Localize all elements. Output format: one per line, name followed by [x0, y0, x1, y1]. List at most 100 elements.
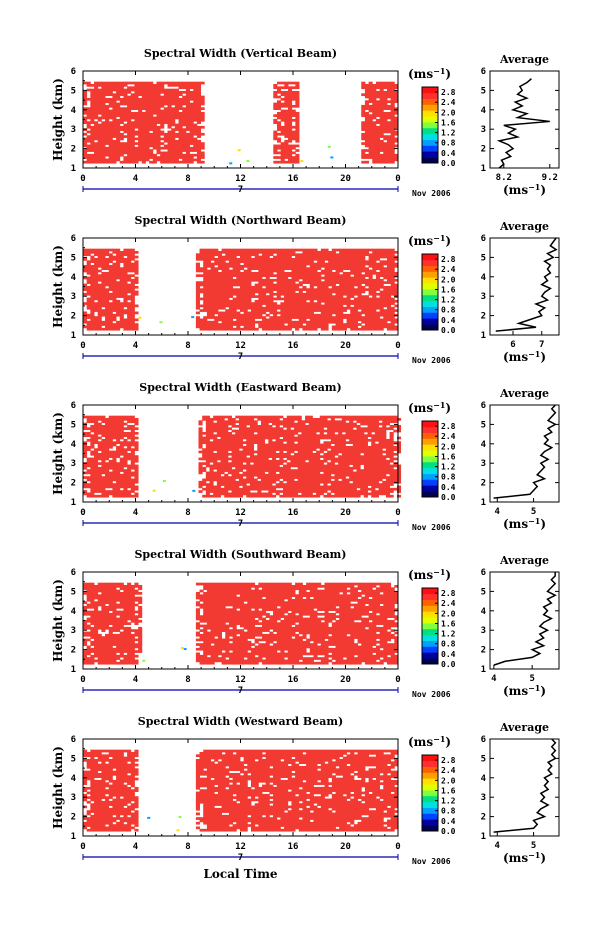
heatmap-cell	[291, 160, 296, 164]
heatmap-cell	[200, 146, 205, 150]
heatmap-cell	[189, 118, 194, 122]
heatmap-cell	[394, 274, 399, 278]
panel-1: Spectral Width (Vertical Beam)123456Heig…	[51, 47, 560, 198]
heatmap-cell	[216, 429, 221, 433]
heatmap-cell	[193, 142, 198, 145]
heatmap-cell	[284, 327, 289, 331]
heatmap-cell	[101, 304, 106, 308]
heatmap-cell	[163, 111, 168, 115]
heatmap-cell	[357, 248, 362, 252]
heatmap-cell	[268, 443, 273, 447]
heatmap-cell	[386, 84, 392, 87]
heatmap-cell	[265, 304, 270, 308]
heatmap-cell	[90, 271, 95, 275]
heatmap-cell	[152, 93, 157, 97]
heatmap-cell	[116, 480, 121, 484]
heatmap-cell	[97, 248, 102, 252]
heatmap-cell	[339, 251, 344, 254]
heatmap-cell	[295, 274, 300, 278]
heatmap-cell	[90, 469, 95, 472]
heatmap-cell	[163, 160, 168, 164]
heatmap-cell	[205, 429, 210, 433]
heatmap-cell	[216, 448, 221, 451]
heatmap-cell	[324, 302, 329, 305]
heatmap-cell	[375, 292, 381, 296]
heatmap-cell	[156, 104, 161, 108]
heatmap-cell	[108, 422, 113, 426]
heatmap-cell	[134, 443, 139, 447]
heatmap-cell	[353, 304, 358, 308]
heatmap-cell	[368, 323, 373, 326]
heatmap-cell	[97, 429, 102, 433]
heatmap-cell	[116, 111, 121, 115]
heatmap-cell	[249, 469, 255, 472]
heatmap-cell	[94, 267, 99, 271]
heatmap-cell	[361, 125, 366, 129]
heatmap-cell	[116, 283, 121, 287]
heatmap-cell	[257, 452, 262, 456]
heatmap-cell	[123, 494, 128, 498]
heatmap-cell	[361, 153, 366, 157]
heatmap-cell	[390, 90, 395, 94]
heatmap-cell	[232, 316, 237, 319]
heatmap-cell	[243, 292, 248, 296]
heatmap-cell	[260, 422, 266, 426]
heatmap-cell	[379, 111, 384, 115]
heatmap-cell	[268, 420, 273, 424]
heatmap-cell	[272, 443, 277, 447]
heatmap-cell	[97, 455, 102, 458]
heatmap-cell	[246, 427, 251, 431]
heatmap-cell	[86, 123, 91, 127]
heatmap-cell	[368, 299, 373, 303]
heatmap-cell	[386, 302, 392, 305]
heatmap-cell	[206, 276, 211, 280]
heatmap-cell	[228, 302, 234, 305]
heatmap-cell	[302, 248, 307, 252]
heatmap-cell	[291, 146, 296, 150]
heatmap-cell	[90, 418, 95, 421]
heatmap-cell	[209, 471, 214, 475]
heatmap-cell	[202, 494, 207, 498]
heatmap-cell	[210, 283, 215, 287]
heatmap-cell	[394, 283, 399, 287]
heatmap-cell	[217, 267, 222, 271]
heatmap-cell	[257, 473, 262, 477]
heatmap-cell	[320, 285, 325, 289]
heatmap-cell	[383, 153, 388, 157]
heatmap-cell	[123, 276, 128, 280]
heatmap-cell	[123, 438, 128, 442]
heatmap-cell	[313, 257, 318, 261]
heatmap-cell	[199, 248, 204, 252]
heatmap-cell	[105, 251, 110, 254]
heatmap-cell	[368, 149, 373, 152]
heatmap-cell	[320, 313, 325, 317]
heatmap-cell	[202, 436, 207, 440]
heatmap-cell	[221, 290, 226, 294]
heatmap-cell	[156, 116, 161, 120]
heatmap-cell	[214, 253, 219, 257]
heatmap-cell	[328, 262, 333, 266]
heatmap-cell	[249, 418, 255, 421]
heatmap-cell	[134, 455, 139, 458]
heatmap-cell	[185, 81, 190, 85]
heatmap-cell	[174, 125, 179, 129]
heatmap-cell	[86, 251, 91, 254]
heatmap-cell	[220, 443, 225, 447]
heatmap-cell	[295, 128, 300, 131]
heatmap-cell	[171, 142, 176, 145]
heatmap-cell	[328, 290, 333, 294]
heatmap-cell	[101, 443, 106, 447]
heatmap-cell	[105, 116, 110, 120]
heatmap-cell	[134, 130, 139, 134]
heatmap-cell	[97, 109, 102, 113]
heatmap-cell	[246, 485, 251, 489]
heatmap-cell	[123, 97, 128, 101]
heatmap-cell	[171, 109, 176, 113]
heatmap-cell	[101, 448, 106, 451]
heatmap-cell	[112, 251, 117, 254]
heatmap-cell	[134, 262, 139, 266]
heatmap-cell	[231, 480, 236, 484]
heatmap-cell	[249, 492, 255, 496]
heatmap-cell	[372, 111, 377, 115]
heatmap-cell	[309, 304, 314, 308]
